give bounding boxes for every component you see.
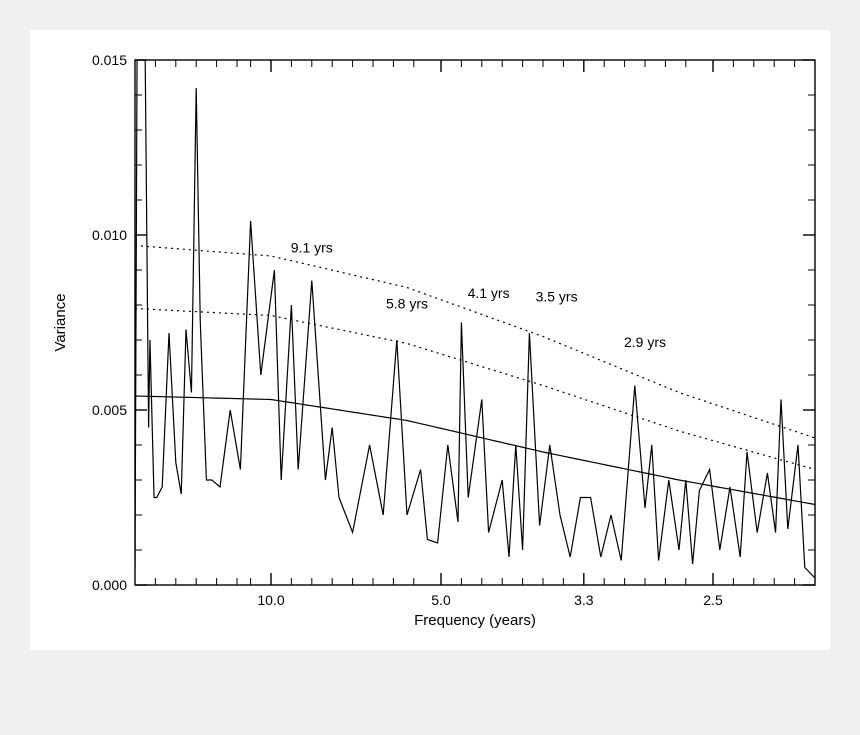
spectrum-line [135,60,815,578]
y-axis-label: Variance [52,293,69,351]
peak-annotation: 4.1 yrs [468,285,510,301]
x-tick-label: 3.3 [574,592,594,608]
y-tick-label: 0.005 [92,402,127,418]
upper-dotted [135,246,815,439]
y-tick-label: 0.010 [92,227,127,243]
x-tick-label: 2.5 [703,592,723,608]
peak-annotation: 2.9 yrs [624,334,666,350]
peak-annotation: 9.1 yrs [291,240,333,256]
x-tick-label: 10.0 [257,592,284,608]
variance-spectrum-chart: 0.000 0.005 0.010 0.015 10.0 5.0 3.3 2.5 Frequen… [30,30,830,650]
peak-annotation: 5.8 yrs [386,296,428,312]
y-tick-label: 0.000 [92,577,127,593]
x-axis-label: Frequency (years) [414,612,536,629]
peak-annotation: 3.5 yrs [536,289,578,305]
chart-svg: 0.000 0.005 0.010 0.015 10.0 5.0 3.3 2.5 Frequen… [30,30,830,650]
x-tick-label: 5.0 [431,592,451,608]
plot-frame [135,60,815,585]
y-tick-label: 0.015 [92,52,127,68]
